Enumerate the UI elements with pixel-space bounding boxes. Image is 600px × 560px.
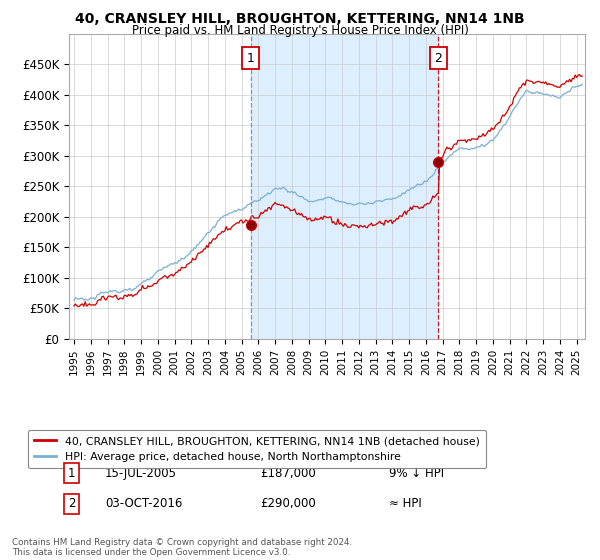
- Text: 9% ↓ HPI: 9% ↓ HPI: [389, 466, 444, 479]
- Text: Contains HM Land Registry data © Crown copyright and database right 2024.
This d: Contains HM Land Registry data © Crown c…: [12, 538, 352, 557]
- Legend: 40, CRANSLEY HILL, BROUGHTON, KETTERING, NN14 1NB (detached house), HPI: Average: 40, CRANSLEY HILL, BROUGHTON, KETTERING,…: [28, 430, 486, 468]
- Text: 15-JUL-2005: 15-JUL-2005: [105, 466, 177, 479]
- Text: 1: 1: [68, 466, 76, 479]
- Text: 03-OCT-2016: 03-OCT-2016: [105, 497, 182, 510]
- Bar: [251, 34, 439, 339]
- Text: £290,000: £290,000: [260, 497, 316, 510]
- Text: 1: 1: [247, 52, 254, 64]
- Text: £187,000: £187,000: [260, 466, 316, 479]
- Text: Price paid vs. HM Land Registry's House Price Index (HPI): Price paid vs. HM Land Registry's House …: [131, 24, 469, 37]
- Text: 2: 2: [68, 497, 76, 510]
- Text: 40, CRANSLEY HILL, BROUGHTON, KETTERING, NN14 1NB: 40, CRANSLEY HILL, BROUGHTON, KETTERING,…: [75, 12, 525, 26]
- Text: ≈ HPI: ≈ HPI: [389, 497, 422, 510]
- Text: 2: 2: [434, 52, 442, 64]
